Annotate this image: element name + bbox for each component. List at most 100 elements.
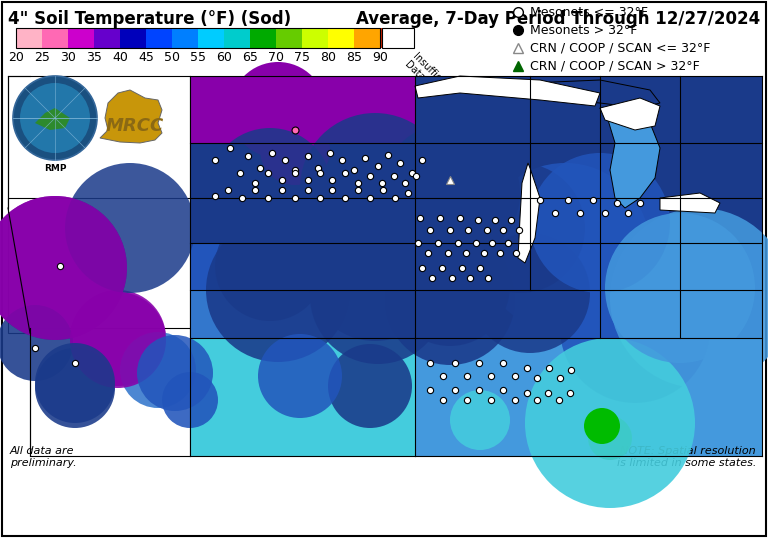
- Circle shape: [13, 76, 97, 160]
- Text: 75: 75: [294, 51, 310, 64]
- Bar: [224, 28, 250, 48]
- Polygon shape: [415, 76, 600, 106]
- Text: Insufficient
Data: Insufficient Data: [402, 51, 456, 104]
- Circle shape: [530, 153, 670, 293]
- Text: RMP: RMP: [44, 164, 66, 173]
- Circle shape: [455, 163, 585, 293]
- Polygon shape: [190, 76, 415, 143]
- Circle shape: [20, 83, 90, 153]
- Text: 50: 50: [164, 51, 180, 64]
- Text: 80: 80: [320, 51, 336, 64]
- Polygon shape: [415, 143, 762, 243]
- Bar: [146, 28, 172, 48]
- Circle shape: [0, 196, 127, 340]
- Bar: [94, 28, 120, 48]
- Text: Mesonets > 32°F: Mesonets > 32°F: [530, 24, 637, 37]
- Text: NOTE: Spatial resolution
is limited in some states.: NOTE: Spatial resolution is limited in s…: [617, 446, 756, 468]
- Polygon shape: [530, 80, 660, 108]
- Bar: [42, 28, 68, 48]
- Circle shape: [450, 390, 510, 450]
- Circle shape: [70, 290, 166, 386]
- Circle shape: [137, 335, 213, 411]
- Circle shape: [525, 338, 695, 508]
- Circle shape: [120, 332, 196, 408]
- Circle shape: [230, 62, 326, 158]
- Polygon shape: [30, 328, 190, 456]
- Bar: [68, 28, 94, 48]
- Bar: [328, 28, 354, 48]
- Circle shape: [35, 348, 115, 428]
- Polygon shape: [518, 163, 540, 263]
- Text: Mesonets <= 32°F: Mesonets <= 32°F: [530, 5, 648, 18]
- Polygon shape: [100, 90, 162, 143]
- Circle shape: [380, 123, 520, 263]
- Circle shape: [206, 218, 350, 362]
- Text: 35: 35: [86, 51, 102, 64]
- Text: 70: 70: [268, 51, 284, 64]
- Polygon shape: [190, 243, 415, 290]
- Text: 4" Soil Temperature (°F) (Sod): 4" Soil Temperature (°F) (Sod): [8, 10, 291, 28]
- Circle shape: [307, 205, 443, 341]
- Bar: [16, 28, 42, 48]
- Bar: [382, 28, 414, 48]
- Text: CRN / COOP / SCAN > 32°F: CRN / COOP / SCAN > 32°F: [530, 60, 700, 73]
- Polygon shape: [8, 198, 190, 333]
- Circle shape: [65, 163, 195, 293]
- Polygon shape: [415, 76, 762, 143]
- Bar: [16, 28, 380, 48]
- Text: 20: 20: [8, 51, 24, 64]
- Polygon shape: [8, 76, 190, 208]
- Text: 25: 25: [34, 51, 50, 64]
- Bar: [120, 28, 146, 48]
- Circle shape: [0, 305, 73, 381]
- Circle shape: [605, 213, 755, 363]
- Text: MRCC: MRCC: [106, 117, 164, 135]
- Polygon shape: [415, 290, 762, 338]
- Polygon shape: [190, 338, 415, 456]
- Bar: [302, 28, 328, 48]
- Text: Average, 7-Day Period Through 12/27/2024: Average, 7-Day Period Through 12/27/2024: [356, 10, 760, 28]
- Circle shape: [215, 211, 325, 321]
- Circle shape: [480, 163, 650, 333]
- Polygon shape: [190, 198, 415, 243]
- Polygon shape: [190, 290, 415, 338]
- Circle shape: [0, 196, 127, 340]
- Text: 65: 65: [242, 51, 258, 64]
- Circle shape: [610, 208, 768, 388]
- Circle shape: [584, 408, 620, 444]
- Bar: [354, 28, 380, 48]
- Circle shape: [560, 253, 710, 403]
- Circle shape: [328, 344, 412, 428]
- Bar: [198, 28, 224, 48]
- Circle shape: [390, 226, 510, 346]
- Text: All data are
preliminary.: All data are preliminary.: [10, 446, 77, 468]
- Circle shape: [162, 372, 218, 428]
- Circle shape: [385, 235, 515, 365]
- Polygon shape: [600, 108, 660, 208]
- Bar: [250, 28, 276, 48]
- Circle shape: [35, 343, 115, 423]
- Text: 30: 30: [60, 51, 76, 64]
- Polygon shape: [35, 108, 70, 130]
- Text: 40: 40: [112, 51, 128, 64]
- Polygon shape: [660, 193, 720, 213]
- Polygon shape: [415, 338, 762, 456]
- Circle shape: [260, 115, 330, 185]
- Polygon shape: [415, 243, 762, 290]
- Bar: [380, 28, 406, 48]
- Bar: [172, 28, 198, 48]
- Circle shape: [310, 228, 446, 364]
- Text: 85: 85: [346, 51, 362, 64]
- Circle shape: [588, 416, 632, 460]
- Text: 55: 55: [190, 51, 206, 64]
- Text: 60: 60: [216, 51, 232, 64]
- Bar: [276, 28, 302, 48]
- Circle shape: [70, 292, 166, 388]
- Text: 90: 90: [372, 51, 388, 64]
- Circle shape: [208, 128, 332, 252]
- Circle shape: [300, 113, 450, 263]
- Circle shape: [258, 334, 342, 418]
- Polygon shape: [190, 143, 415, 198]
- Circle shape: [470, 233, 590, 353]
- Text: 45: 45: [138, 51, 154, 64]
